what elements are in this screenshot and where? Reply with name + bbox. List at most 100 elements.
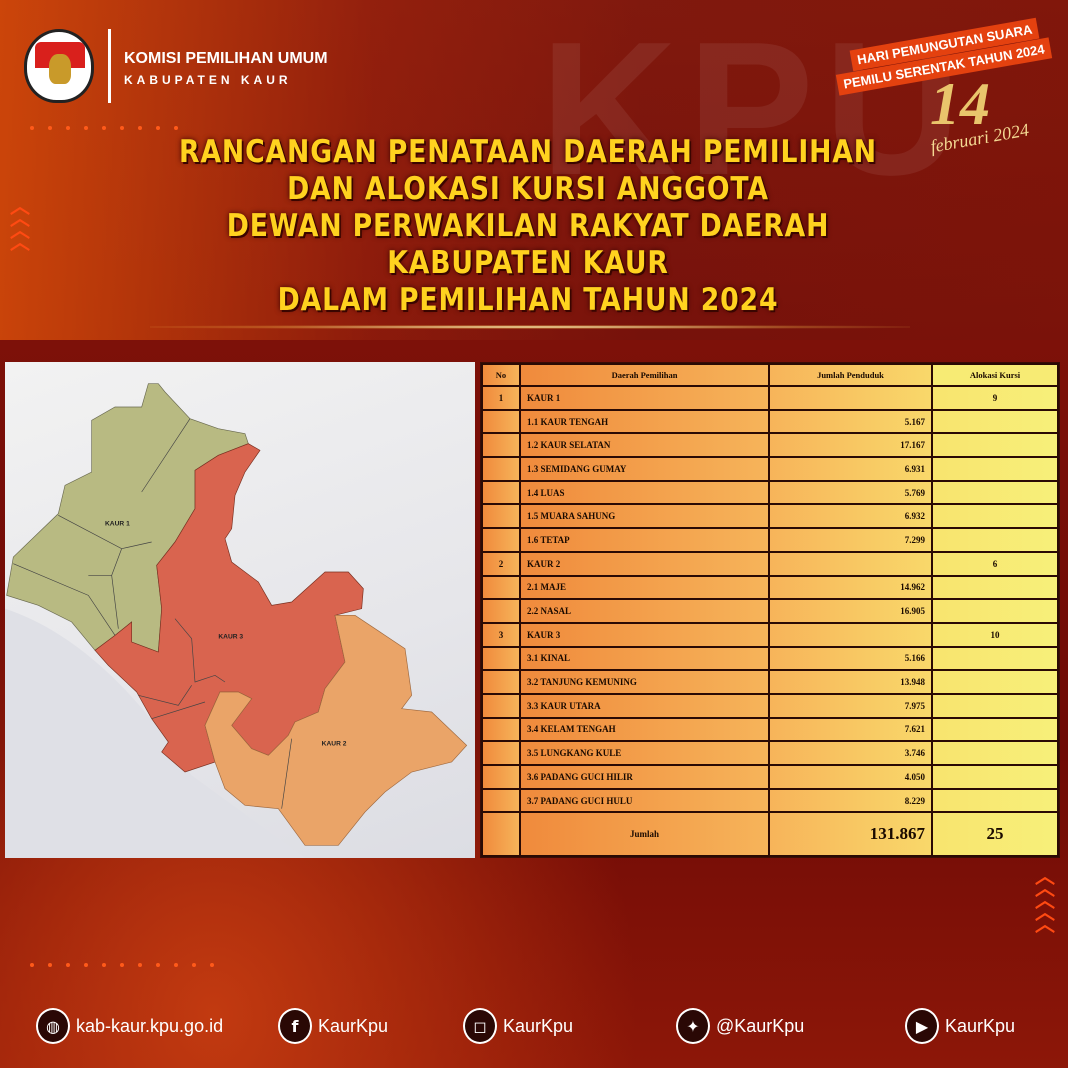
row-daerah: KAUR 1 bbox=[519, 385, 770, 411]
map-region-label: KAUR 2 bbox=[322, 740, 347, 747]
row-alokasi bbox=[931, 598, 1059, 624]
row-jumlah: 13.948 bbox=[768, 669, 933, 695]
chevron-up-icon: ︿ ︿ ︿ ︿ ︿ bbox=[1035, 864, 1055, 936]
row-daerah: 1.2 KAUR SELATAN bbox=[519, 432, 770, 459]
row-jumlah: 14.962 bbox=[768, 574, 933, 601]
title-line: RANCANGAN PENATAAN DAERAH PEMILIHAN bbox=[179, 134, 877, 170]
row-jumlah: 4.050 bbox=[768, 764, 933, 790]
row-jumlah: 17.167 bbox=[768, 432, 933, 459]
title-line: DALAM PEMILIHAN TAHUN 2024 bbox=[277, 282, 779, 318]
globe-icon: ◍ bbox=[36, 1008, 70, 1044]
table-total-row: Jumlah 131.867 25 bbox=[481, 811, 1059, 857]
row-no bbox=[481, 503, 521, 530]
row-alokasi bbox=[931, 527, 1059, 553]
row-alokasi bbox=[931, 787, 1059, 814]
row-no bbox=[481, 787, 521, 814]
row-jumlah: 8.229 bbox=[768, 787, 933, 814]
row-daerah: 2.2 NASAL bbox=[519, 598, 770, 624]
row-daerah: 3.5 LUNGKANG KULE bbox=[519, 740, 770, 766]
row-jumlah bbox=[768, 621, 933, 648]
allocation-table: No Daerah Pemilihan Jumlah Penduduk Alok… bbox=[480, 362, 1060, 858]
youtube-icon: ▶ bbox=[905, 1008, 939, 1044]
map-region-kaur-2 bbox=[204, 615, 468, 846]
row-alokasi bbox=[931, 764, 1059, 790]
row-jumlah: 5.167 bbox=[768, 408, 933, 435]
instagram-text: KaurKpu bbox=[503, 1015, 574, 1036]
map-region-label: KAUR 3 bbox=[218, 634, 243, 641]
row-alokasi: 9 bbox=[931, 385, 1059, 411]
divider bbox=[108, 29, 111, 103]
table-row: 3.1 KINAL 5.166 bbox=[481, 645, 1059, 672]
title-line: DAN ALOKASI KURSI ANGGOTA bbox=[287, 171, 769, 207]
row-no bbox=[481, 456, 521, 482]
instagram-link[interactable]: ◻ KaurKpu bbox=[463, 1008, 573, 1044]
electoral-map: KAUR 1 KAUR 3 KAUR 2 bbox=[5, 362, 475, 858]
row-jumlah: 3.746 bbox=[768, 740, 933, 766]
row-daerah: 3.6 PADANG GUCI HILIR bbox=[519, 764, 770, 790]
row-alokasi bbox=[931, 408, 1059, 435]
row-daerah: 3.4 KELAM TENGAH bbox=[519, 716, 770, 743]
row-jumlah: 7.299 bbox=[768, 527, 933, 553]
website-text: kab-kaur.kpu.go.id bbox=[76, 1015, 224, 1036]
row-daerah: 2.1 MAJE bbox=[519, 574, 770, 601]
row-jumlah: 16.905 bbox=[768, 598, 933, 624]
title-line: DEWAN PERWAKILAN RAKYAT DAERAH bbox=[226, 208, 830, 244]
total-row-alokasi: 25 bbox=[931, 811, 1059, 857]
table-row: 3.6 PADANG GUCI HILIR 4.050 bbox=[481, 764, 1059, 790]
row-daerah: 1.6 TETAP bbox=[519, 527, 770, 553]
table-row: 2.1 MAJE 14.962 bbox=[481, 574, 1059, 601]
table-row: 3.3 KAUR UTARA 7.975 bbox=[481, 692, 1059, 719]
title-glow bbox=[150, 325, 910, 329]
row-alokasi bbox=[931, 574, 1059, 601]
table-row: 1.3 SEMIDANG GUMAY 6.931 bbox=[481, 456, 1059, 482]
table-row: 1.5 MUARA SAHUNG 6.932 bbox=[481, 503, 1059, 530]
decor-dots bbox=[30, 963, 214, 967]
facebook-icon: f bbox=[278, 1008, 312, 1044]
row-no bbox=[481, 574, 521, 601]
title-line: KABUPATEN KAUR bbox=[387, 245, 669, 281]
org-name: KOMISI PEMILIHAN UMUM bbox=[124, 50, 328, 67]
table-row: 1.2 KAUR SELATAN 17.167 bbox=[481, 432, 1059, 459]
table-row: 1 KAUR 1 9 bbox=[481, 385, 1059, 411]
chevron-up-icon: ︿ ︿ ︿ ︿ bbox=[10, 194, 30, 254]
table-row: 3.2 TANJUNG KEMUNING 13.948 bbox=[481, 669, 1059, 695]
row-jumlah bbox=[768, 550, 933, 577]
row-alokasi bbox=[931, 740, 1059, 766]
row-alokasi bbox=[931, 645, 1059, 672]
row-alokasi bbox=[931, 432, 1059, 459]
row-no bbox=[481, 408, 521, 435]
facebook-link[interactable]: f KaurKpu bbox=[278, 1008, 388, 1044]
row-no: 2 bbox=[481, 550, 521, 577]
table-row: 1.6 TETAP 7.299 bbox=[481, 527, 1059, 553]
table-header-row: No Daerah Pemilihan Jumlah Penduduk Alok… bbox=[481, 363, 1059, 387]
row-jumlah: 6.932 bbox=[768, 503, 933, 530]
row-jumlah bbox=[768, 385, 933, 411]
col-alokasi: Alokasi Kursi bbox=[931, 363, 1059, 387]
table-row: 3 KAUR 3 10 bbox=[481, 621, 1059, 648]
facebook-text: KaurKpu bbox=[318, 1015, 389, 1036]
org-region: KABUPATEN KAUR bbox=[124, 73, 292, 87]
youtube-link[interactable]: ▶ KaurKpu bbox=[905, 1008, 1015, 1044]
row-alokasi: 10 bbox=[931, 621, 1059, 648]
row-no bbox=[481, 598, 521, 624]
row-jumlah: 6.931 bbox=[768, 456, 933, 482]
row-daerah: KAUR 3 bbox=[519, 621, 770, 648]
row-no: 1 bbox=[481, 385, 521, 411]
row-jumlah: 5.166 bbox=[768, 645, 933, 672]
table-row: 2 KAUR 2 6 bbox=[481, 550, 1059, 577]
table-row: 1.1 KAUR TENGAH 5.167 bbox=[481, 408, 1059, 435]
table-row: 3.4 KELAM TENGAH 7.621 bbox=[481, 716, 1059, 743]
row-no bbox=[481, 716, 521, 743]
twitter-link[interactable]: ✦ @KaurKpu bbox=[676, 1008, 804, 1044]
website-link[interactable]: ◍ kab-kaur.kpu.go.id bbox=[36, 1008, 223, 1044]
row-no bbox=[481, 527, 521, 553]
page-title: RANCANGAN PENATAAN DAERAH PEMILIHAN DAN … bbox=[74, 134, 982, 319]
total-row-jumlah: 131.867 bbox=[768, 811, 933, 857]
row-alokasi bbox=[931, 479, 1059, 506]
row-no bbox=[481, 764, 521, 790]
table-row: 3.5 LUNGKANG KULE 3.746 bbox=[481, 740, 1059, 766]
row-daerah: 1.1 KAUR TENGAH bbox=[519, 408, 770, 435]
row-jumlah: 7.975 bbox=[768, 692, 933, 719]
row-no bbox=[481, 432, 521, 459]
row-daerah: 3.2 TANJUNG KEMUNING bbox=[519, 669, 770, 695]
